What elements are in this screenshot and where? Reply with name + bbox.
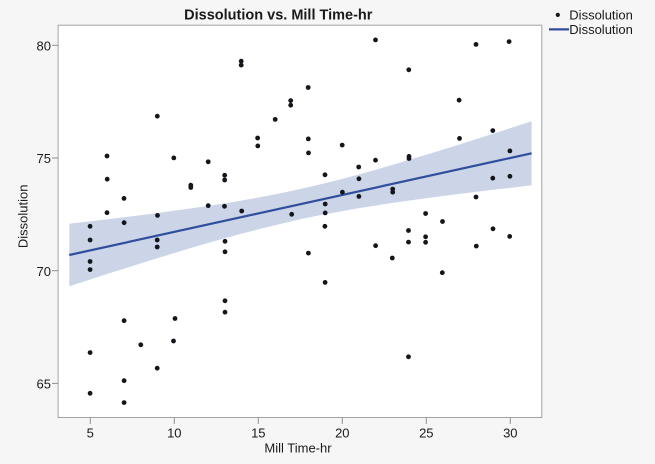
svg-text:25: 25	[419, 425, 433, 440]
svg-text:20: 20	[335, 425, 349, 440]
svg-text:5: 5	[87, 425, 94, 440]
svg-text:Mill Time-hr: Mill Time-hr	[264, 440, 332, 455]
svg-text:10: 10	[167, 425, 181, 440]
svg-text:Dissolution: Dissolution	[569, 7, 633, 22]
svg-text:65: 65	[37, 377, 51, 392]
svg-text:15: 15	[251, 425, 265, 440]
svg-text:Dissolution vs. Mill Time-hr: Dissolution vs. Mill Time-hr	[184, 8, 373, 24]
svg-text:80: 80	[37, 38, 51, 53]
svg-text:75: 75	[37, 151, 51, 166]
svg-text:Dissolution: Dissolution	[569, 22, 633, 37]
svg-text:30: 30	[503, 425, 517, 440]
svg-text:70: 70	[37, 264, 51, 279]
svg-text:Dissolution: Dissolution	[16, 185, 31, 249]
